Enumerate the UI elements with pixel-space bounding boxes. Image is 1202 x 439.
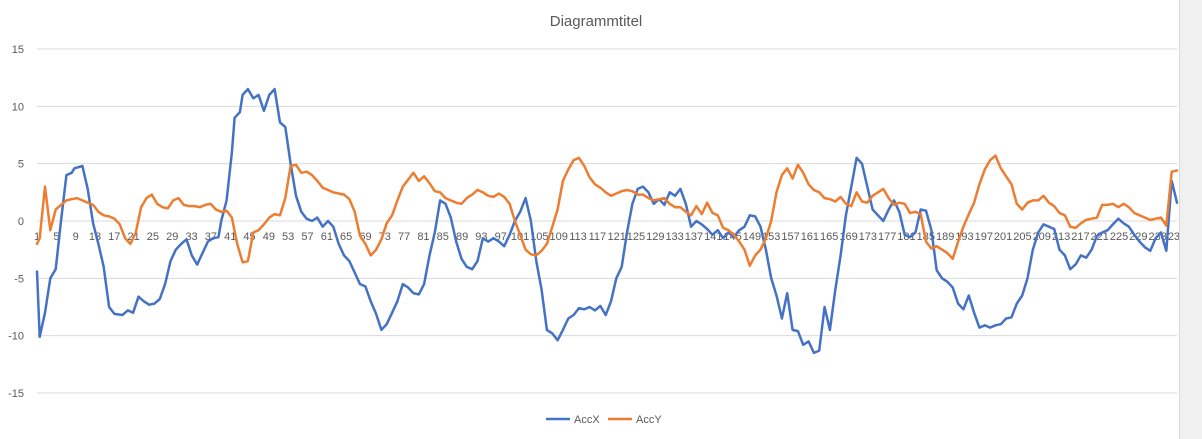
y-tick-label: 10 [12, 101, 24, 113]
series-line-accy [35, 154, 1179, 267]
y-axis-ticks: 15 10 5 0 -5 -10 -15 [8, 44, 24, 400]
legend-label-accy: AccY [636, 414, 662, 426]
x-tick-label: 121 [607, 231, 625, 243]
x-tick-label: 225 [1110, 231, 1128, 243]
x-tick-label: 133 [665, 231, 683, 243]
legend-label-accx: AccX [574, 414, 600, 426]
series-lines [35, 87, 1179, 355]
x-tick-label: 29 [166, 231, 178, 243]
x-tick-label: 41 [224, 231, 236, 243]
x-tick-label: 137 [685, 231, 703, 243]
x-tick-label: 5 [53, 231, 59, 243]
x-axis-ticks: 1 5 9 13 17 21 25 29 33 37 41 45 49 53 57 61 65 69 73 77 81 8… [34, 231, 1180, 243]
x-tick-label: 157 [781, 231, 799, 243]
x-tick-label: 85 [437, 231, 449, 243]
x-tick-label: 113 [569, 231, 587, 243]
legend: AccX AccY [546, 414, 662, 426]
x-tick-label: 33 [185, 231, 197, 243]
x-tick-label: 177 [878, 231, 896, 243]
x-tick-label: 53 [282, 231, 294, 243]
x-tick-label: 109 [550, 231, 568, 243]
y-tick-label: -5 [14, 273, 24, 285]
x-tick-label: 81 [417, 231, 429, 243]
y-tick-label: 15 [12, 44, 24, 56]
x-tick-label: 9 [73, 231, 79, 243]
window-edge [1179, 0, 1202, 439]
x-tick-label: 141 [704, 231, 722, 243]
y-tick-label: -10 [8, 331, 24, 343]
x-tick-label: 17 [108, 231, 120, 243]
x-tick-label: 57 [301, 231, 313, 243]
gridlines [37, 48, 1177, 394]
x-tick-label: 217 [1071, 231, 1089, 243]
x-tick-label: 25 [147, 231, 159, 243]
x-tick-label: 89 [456, 231, 468, 243]
x-tick-label: 173 [859, 231, 877, 243]
x-tick-label: 237 [1168, 231, 1180, 243]
x-tick-label: 129 [646, 231, 664, 243]
x-tick-label: 125 [627, 231, 645, 243]
x-tick-label: 197 [975, 231, 993, 243]
y-tick-label: -15 [8, 388, 24, 400]
x-tick-label: 37 [205, 231, 217, 243]
y-tick-label: 5 [18, 159, 24, 171]
x-tick-label: 105 [530, 231, 548, 243]
x-tick-label: 181 [897, 231, 915, 243]
x-tick-label: 65 [340, 231, 352, 243]
series-line-accx [35, 87, 1179, 355]
x-tick-label: 189 [936, 231, 954, 243]
x-tick-label: 161 [801, 231, 819, 243]
x-tick-label: 149 [743, 231, 761, 243]
x-tick-label: 61 [321, 231, 333, 243]
x-tick-label: 49 [263, 231, 275, 243]
chart-title: Diagrammtitel [550, 13, 643, 30]
x-tick-label: 77 [398, 231, 410, 243]
x-tick-label: 1 [34, 231, 40, 243]
y-tick-label: 0 [18, 216, 24, 228]
x-tick-label: 117 [589, 231, 607, 243]
x-tick-label: 201 [994, 231, 1012, 243]
x-tick-label: 165 [820, 231, 838, 243]
x-tick-label: 205 [1013, 231, 1031, 243]
